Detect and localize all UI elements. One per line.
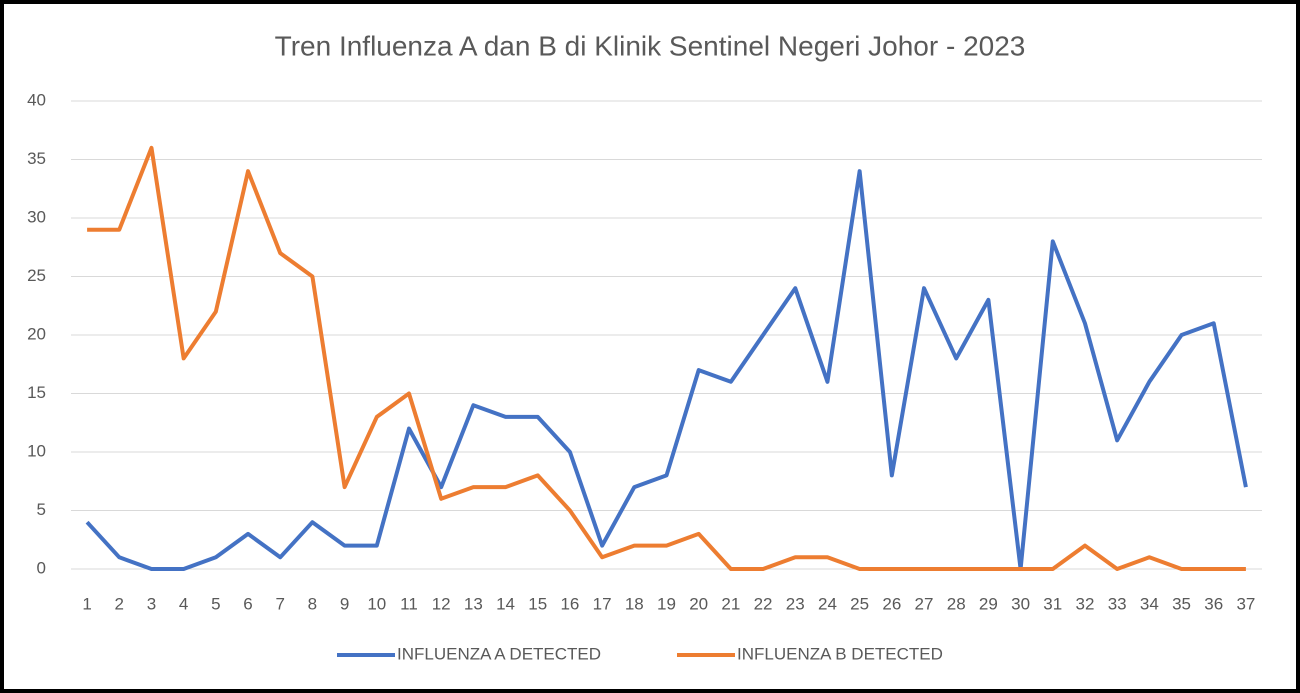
- x-tick-label: 35: [1172, 594, 1191, 613]
- x-tick-label: 29: [979, 594, 998, 613]
- x-tick-label: 21: [721, 594, 740, 613]
- series-line: [87, 145, 1246, 571]
- x-tick-label: 28: [947, 594, 966, 613]
- x-tick-label: 34: [1140, 594, 1159, 613]
- x-tick-label: 10: [367, 594, 386, 613]
- x-tick-label: 11: [400, 594, 418, 613]
- x-tick-label: 32: [1075, 594, 1094, 613]
- x-tick-label: 24: [818, 594, 837, 613]
- x-tick-label: 22: [754, 594, 773, 613]
- x-tick-label: 6: [243, 594, 252, 613]
- x-tick-label: 36: [1204, 594, 1223, 613]
- x-tick-label: 13: [464, 594, 483, 613]
- x-tick-label: 19: [657, 594, 676, 613]
- x-tick-label: 2: [115, 594, 124, 613]
- x-tick-label: 5: [211, 594, 220, 613]
- legend-label: INFLUENZA A DETECTED: [397, 644, 601, 663]
- chart-title: Tren Influenza A dan B di Klinik Sentine…: [275, 30, 1026, 61]
- y-tick-label: 5: [37, 500, 46, 519]
- x-tick-label: 18: [625, 594, 644, 613]
- x-tick-label: 14: [496, 594, 515, 613]
- y-tick-label: 20: [27, 324, 46, 343]
- x-tick-label: 23: [786, 594, 805, 613]
- y-tick-label: 30: [27, 207, 46, 226]
- x-tick-label: 3: [147, 594, 156, 613]
- x-tick-label: 17: [593, 594, 612, 613]
- x-tick-label: 25: [850, 594, 869, 613]
- x-tick-label: 37: [1236, 594, 1255, 613]
- x-tick-label: 8: [308, 594, 317, 613]
- y-tick-label: 10: [27, 441, 46, 460]
- y-tick-label: 25: [27, 266, 46, 285]
- x-tick-label: 31: [1043, 594, 1062, 613]
- y-tick-label: 0: [37, 558, 46, 577]
- x-tick-label: 33: [1108, 594, 1127, 613]
- x-tick-label: 20: [689, 594, 708, 613]
- x-tick-label: 1: [82, 594, 91, 613]
- x-tick-label: 9: [340, 594, 349, 613]
- x-tick-label: 15: [528, 594, 547, 613]
- x-tick-label: 12: [432, 594, 451, 613]
- x-tick-label: 26: [882, 594, 901, 613]
- legend-label: INFLUENZA B DETECTED: [737, 644, 943, 663]
- x-tick-label: 4: [179, 594, 188, 613]
- y-tick-label: 40: [27, 90, 46, 109]
- x-tick-label: 27: [915, 594, 934, 613]
- x-tick-label: 30: [1011, 594, 1030, 613]
- series-line: [85, 169, 1248, 571]
- x-tick-label: 16: [560, 594, 579, 613]
- x-tick-label: 7: [275, 594, 284, 613]
- y-tick-label: 15: [27, 383, 46, 402]
- y-tick-label: 35: [27, 149, 46, 168]
